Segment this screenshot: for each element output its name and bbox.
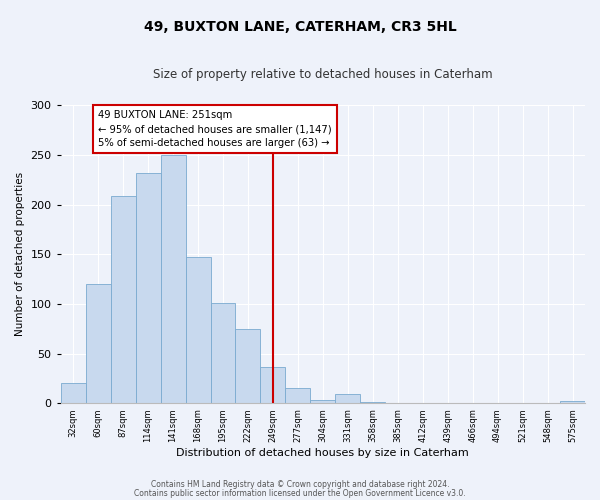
Text: Contains public sector information licensed under the Open Government Licence v3: Contains public sector information licen… — [134, 488, 466, 498]
Bar — [235, 328, 260, 403]
Bar — [310, 400, 335, 403]
Bar — [560, 401, 585, 403]
Bar — [110, 196, 136, 403]
Text: 49 BUXTON LANE: 251sqm
← 95% of detached houses are smaller (1,147)
5% of semi-d: 49 BUXTON LANE: 251sqm ← 95% of detached… — [98, 110, 332, 148]
X-axis label: Distribution of detached houses by size in Caterham: Distribution of detached houses by size … — [176, 448, 469, 458]
Bar — [86, 284, 110, 403]
Bar — [61, 384, 86, 403]
Bar — [185, 257, 211, 403]
Text: Contains HM Land Registry data © Crown copyright and database right 2024.: Contains HM Land Registry data © Crown c… — [151, 480, 449, 489]
Y-axis label: Number of detached properties: Number of detached properties — [15, 172, 25, 336]
Bar — [211, 303, 235, 403]
Title: Size of property relative to detached houses in Caterham: Size of property relative to detached ho… — [153, 68, 493, 80]
Bar — [136, 173, 161, 403]
Bar — [161, 155, 185, 403]
Bar — [286, 388, 310, 403]
Text: 49, BUXTON LANE, CATERHAM, CR3 5HL: 49, BUXTON LANE, CATERHAM, CR3 5HL — [143, 20, 457, 34]
Bar — [335, 394, 361, 403]
Bar — [260, 368, 286, 403]
Bar — [361, 402, 385, 403]
